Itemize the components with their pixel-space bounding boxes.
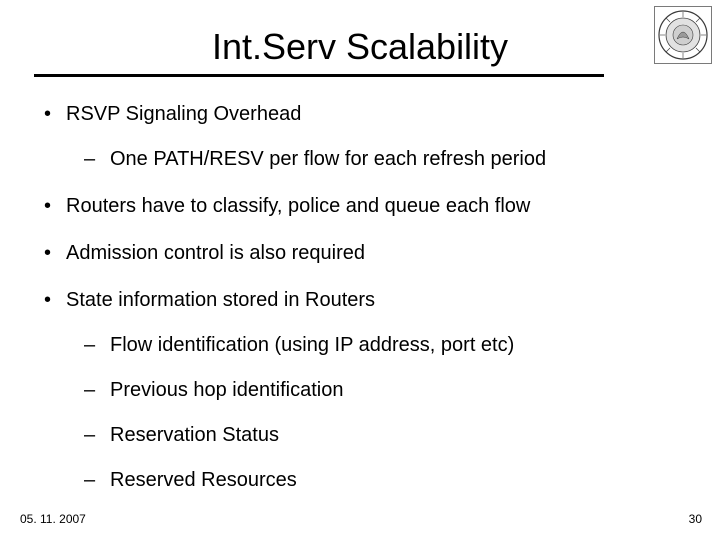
list-item: Reserved Resources [80,468,680,493]
sub-bullet-list: Flow identification (using IP address, p… [66,333,680,493]
slide-body: RSVP Signaling Overhead One PATH/RESV pe… [40,102,680,515]
bullet-text: RSVP Signaling Overhead [66,103,301,125]
list-item: Admission control is also required [40,241,680,266]
bullet-text: One PATH/RESV per flow for each refresh … [110,148,546,170]
list-item: One PATH/RESV per flow for each refresh … [80,147,680,172]
list-item: Routers have to classify, police and que… [40,194,680,219]
title-area: Int.Serv Scalability [0,26,720,68]
bullet-text: Reserved Resources [110,469,297,491]
list-item: State information stored in Routers Flow… [40,288,680,493]
list-item: RSVP Signaling Overhead One PATH/RESV pe… [40,102,680,172]
title-underline [34,74,604,77]
bullet-list: RSVP Signaling Overhead One PATH/RESV pe… [40,102,680,493]
bullet-text: State information stored in Routers [66,289,375,311]
footer-date: 05. 11. 2007 [20,512,86,526]
sub-bullet-list: One PATH/RESV per flow for each refresh … [66,147,680,172]
footer-page-number: 30 [689,512,702,526]
list-item: Flow identification (using IP address, p… [80,333,680,358]
list-item: Reservation Status [80,423,680,448]
bullet-text: Routers have to classify, police and que… [66,195,530,217]
slide: Int.Serv Scalability RSVP Signaling Over… [0,0,720,540]
list-item: Previous hop identification [80,378,680,403]
bullet-text: Flow identification (using IP address, p… [110,334,514,356]
bullet-text: Previous hop identification [110,379,343,401]
bullet-text: Admission control is also required [66,242,365,264]
bullet-text: Reservation Status [110,424,279,446]
slide-title: Int.Serv Scalability [0,26,720,68]
